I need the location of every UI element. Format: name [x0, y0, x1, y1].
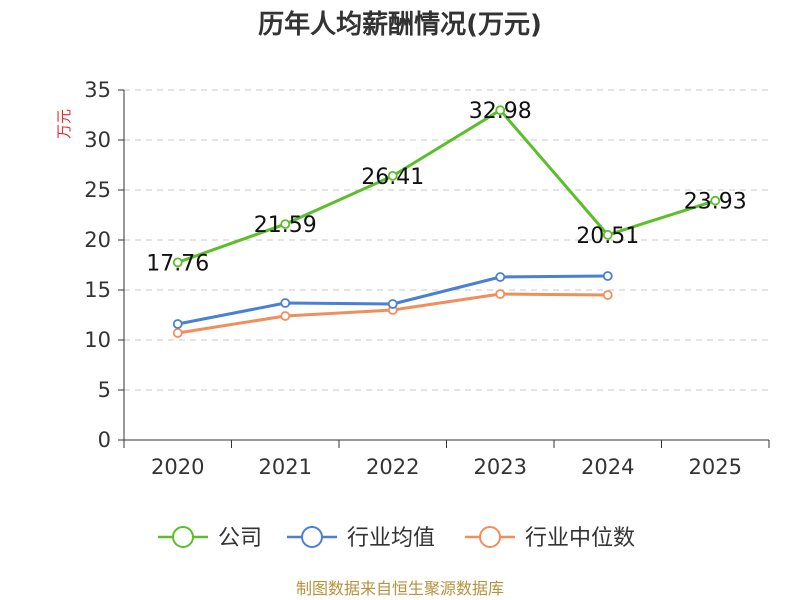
point-行业中位数-2021: [280, 311, 291, 321]
point-行业中位数-2020: [172, 328, 183, 338]
y-tick-label-0: 0: [98, 428, 111, 452]
data-label-2021: 21.59: [254, 213, 317, 238]
y-tick-label-35: 35: [84, 78, 111, 102]
chart-title: 历年人均薪酬情况(万元): [258, 9, 542, 40]
point-公司-2021: [280, 219, 291, 230]
point-行业均值-2022: [387, 299, 398, 309]
series-group: [172, 105, 721, 338]
data-labels: 17.76 21.59 26.41 32.98 20.51 23.93: [146, 99, 746, 276]
point-公司-2024: [602, 229, 613, 240]
data-label-2024: 20.51: [576, 224, 639, 249]
point-行业均值-2023: [495, 272, 506, 282]
legend-label-行业中位数: 行业中位数: [525, 526, 635, 551]
point-公司-2023: [495, 105, 506, 116]
legend-marker-公司: [172, 526, 194, 548]
y-tick-label-5: 5: [98, 378, 111, 402]
y-tick-label-20: 20: [84, 228, 111, 252]
point-公司-2025: [710, 195, 721, 206]
legend-item-行业中位数[interactable]: 行业中位数: [465, 526, 635, 551]
data-label-2025: 23.93: [684, 190, 747, 215]
x-tick-label-2023: 2023: [474, 455, 527, 479]
point-公司-2022: [387, 170, 398, 181]
point-公司-2020: [172, 257, 183, 268]
gridlines: [124, 89, 769, 391]
point-行业中位数-2024: [602, 290, 613, 300]
legend-item-行业均值[interactable]: 行业均值: [287, 526, 435, 551]
y-tick-label-30: 30: [84, 128, 111, 152]
data-label-2023: 32.98: [469, 99, 532, 124]
y-tick-label-10: 10: [84, 328, 111, 352]
y-axis-label: 万元: [55, 109, 73, 139]
legend[interactable]: 公司 行业均值 行业中位数: [158, 526, 635, 551]
legend-item-公司[interactable]: 公司: [158, 526, 262, 551]
legend-marker-行业中位数: [479, 526, 501, 548]
y-tick-label-25: 25: [84, 178, 111, 202]
source-note: 制图数据来自恒生聚源数据库: [296, 579, 504, 598]
legend-label-公司: 公司: [218, 526, 262, 551]
series-line-公司: [177, 108, 716, 264]
point-行业均值-2020: [172, 319, 183, 329]
x-tick-label-2024: 2024: [581, 455, 634, 479]
y-tick-label-15: 15: [84, 278, 111, 302]
x-tick-label-2022: 2022: [366, 455, 419, 479]
x-tick-label-2020: 2020: [151, 455, 204, 479]
data-label-2022: 26.41: [361, 165, 424, 190]
point-行业均值-2024: [602, 271, 613, 281]
legend-label-行业均值: 行业均值: [347, 526, 435, 551]
x-tick-label-2025: 2025: [689, 455, 742, 479]
legend-marker-行业均值: [301, 526, 323, 548]
data-label-2020: 17.76: [146, 251, 209, 276]
point-行业均值-2021: [280, 298, 291, 308]
point-行业中位数-2023: [495, 289, 506, 299]
x-tick-label-2021: 2021: [259, 455, 312, 479]
